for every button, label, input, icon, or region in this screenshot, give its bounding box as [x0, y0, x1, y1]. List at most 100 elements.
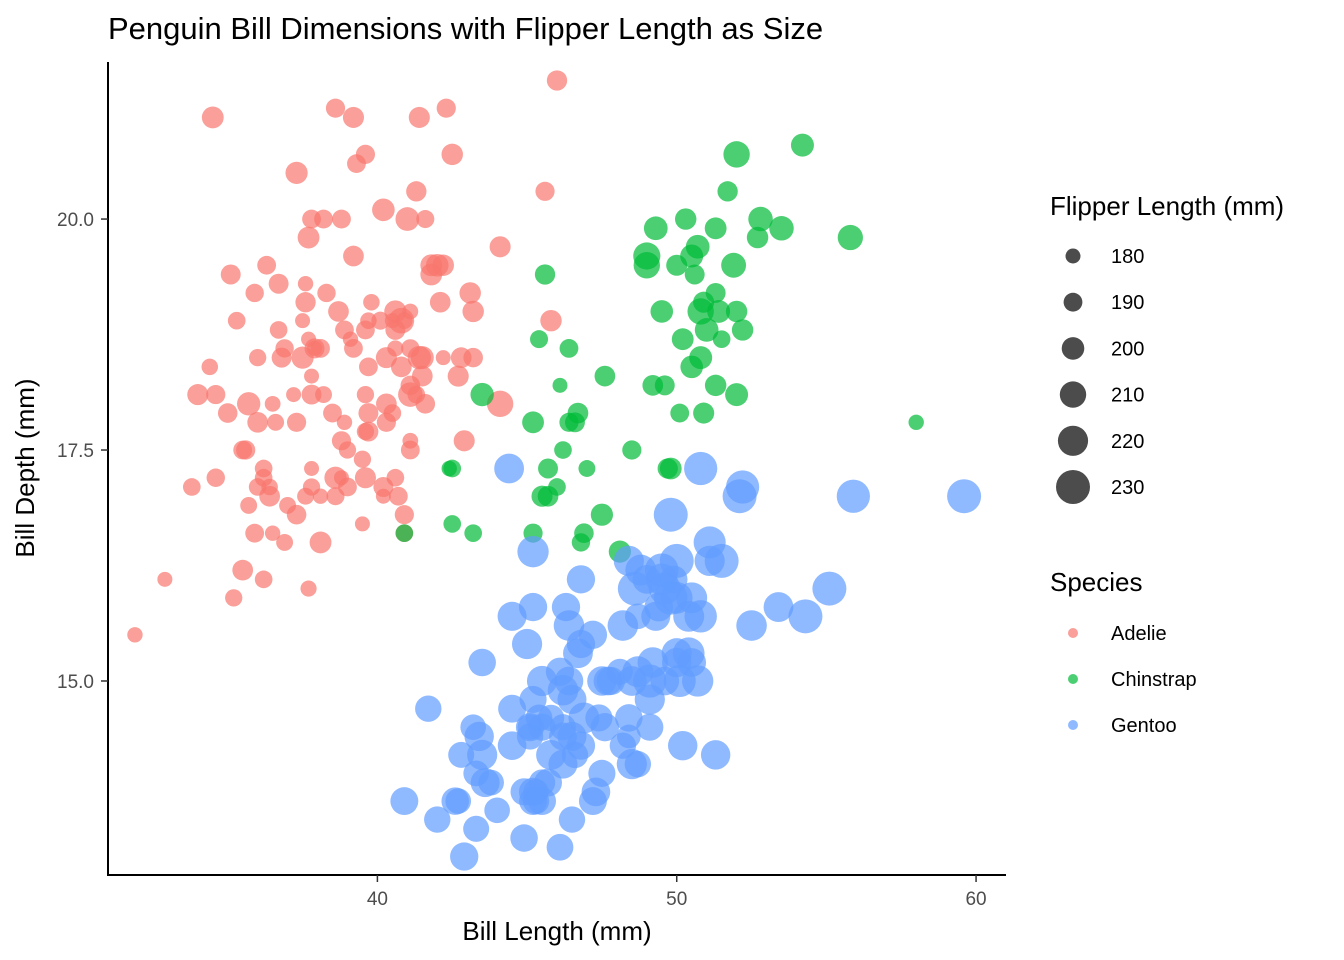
data-point-chinstrap	[746, 226, 769, 249]
axes	[107, 62, 1006, 876]
data-point-adelie	[325, 98, 346, 118]
data-point-gentoo	[653, 497, 688, 532]
data-point-gentoo	[463, 815, 490, 842]
data-point-adelie	[247, 411, 269, 433]
size-legend-items: 180 190 200 210 220 230	[1056, 246, 1144, 504]
data-point-adelie	[201, 358, 219, 376]
data-point-adelie	[245, 523, 265, 543]
y-axis-title: Bill Depth (mm)	[10, 378, 40, 557]
data-point-gentoo	[424, 806, 451, 833]
data-point-adelie	[359, 357, 378, 377]
data-point-adelie	[432, 254, 454, 276]
color-legend-label: Gentoo	[1111, 715, 1177, 737]
data-point-adelie	[394, 505, 414, 525]
data-point-adelie	[390, 356, 412, 378]
data-point-adelie	[459, 282, 481, 304]
data-point-adelie	[415, 394, 436, 414]
color-legend-key	[1068, 674, 1078, 684]
data-point-chinstrap	[725, 300, 748, 323]
data-point-adelie	[304, 461, 320, 476]
data-point-adelie	[312, 488, 329, 504]
color-legend-label: Adelie	[1111, 623, 1167, 645]
data-point-chinstrap	[567, 402, 589, 424]
data-point-adelie	[304, 368, 320, 384]
data-point-adelie	[342, 106, 364, 128]
data-point-adelie	[206, 385, 226, 405]
data-point-adelie	[355, 144, 376, 164]
data-point-chinstrap	[689, 346, 713, 370]
data-point-chinstrap	[538, 458, 558, 479]
data-point-adelie	[268, 273, 289, 294]
data-point-chinstrap	[790, 133, 814, 157]
data-point-adelie	[336, 414, 353, 430]
data-point-gentoo	[763, 592, 794, 622]
data-point-gentoo	[517, 535, 549, 568]
color-legend: Species Adelie Chinstrap Gentoo	[1050, 567, 1197, 737]
size-legend-label: 220	[1111, 431, 1144, 453]
y-tick-label: 17.5	[57, 441, 94, 462]
data-point-gentoo	[590, 713, 620, 742]
data-point-adelie	[187, 384, 209, 406]
data-point-chinstrap	[548, 478, 566, 496]
data-point-adelie	[297, 276, 314, 292]
data-point-chinstrap	[705, 282, 726, 303]
data-point-gentoo	[494, 453, 525, 484]
data-point-adelie	[429, 291, 451, 313]
data-point-adelie	[225, 589, 243, 607]
x-tick-label: 60	[965, 889, 986, 910]
data-point-chinstrap	[721, 252, 747, 278]
data-point-chinstrap	[590, 503, 614, 526]
data-point-gentoo	[450, 842, 479, 871]
size-legend-key	[1065, 248, 1081, 264]
data-point-gentoo	[484, 797, 510, 824]
data-point-adelie	[363, 293, 380, 311]
data-point-adelie	[295, 313, 311, 329]
x-axis-title: Bill Length (mm)	[462, 916, 651, 946]
data-point-adelie	[269, 321, 288, 339]
data-point-adelie	[206, 468, 225, 487]
size-legend-label: 180	[1111, 246, 1144, 268]
data-point-adelie	[315, 386, 332, 404]
y-axis-ticks: 15.0 17.5 20.0	[57, 210, 108, 693]
data-point-chinstrap	[650, 300, 674, 323]
data-point-adelie	[217, 403, 238, 423]
data-point-chinstrap	[443, 459, 462, 478]
data-point-adelie	[332, 209, 351, 229]
data-point-adelie	[540, 309, 562, 332]
data-point-chinstrap	[908, 414, 924, 430]
data-point-gentoo	[498, 694, 527, 723]
data-point-chinstrap	[674, 208, 697, 230]
data-point-adelie	[182, 478, 201, 496]
data-point-adelie	[402, 432, 419, 449]
data-point-chinstrap	[704, 217, 727, 240]
data-point-gentoo	[700, 740, 731, 770]
data-point-chinstrap	[685, 234, 710, 259]
data-point-adelie	[387, 340, 404, 357]
data-point-adelie	[314, 209, 333, 229]
data-point-gentoo	[636, 713, 664, 741]
data-point-adelie	[535, 181, 555, 201]
data-point-chinstrap	[470, 382, 494, 407]
data-point-gentoo	[812, 571, 847, 606]
data-point-adelie	[463, 347, 483, 368]
data-point-adelie	[311, 338, 330, 358]
data-point-adelie	[328, 301, 349, 322]
data-point-gentoo	[668, 730, 698, 761]
data-point-adelie	[411, 365, 433, 387]
data-point-adelie	[462, 300, 484, 323]
data-point-chinstrap	[731, 319, 754, 341]
data-point-chinstrap	[725, 383, 749, 407]
data-point-adelie	[383, 404, 402, 422]
data-point-chinstrap	[464, 524, 483, 543]
data-point-adelie	[441, 143, 463, 166]
data-point-chinstrap	[748, 206, 773, 232]
data-point-adelie	[127, 627, 143, 643]
data-point-gentoo	[615, 704, 643, 732]
data-point-adelie	[240, 497, 258, 514]
data-point-gentoo	[682, 665, 714, 697]
data-point-chinstrap	[670, 403, 690, 423]
data-point-adelie	[264, 525, 281, 541]
size-legend-title: Flipper Length (mm)	[1050, 191, 1284, 221]
size-legend-key	[1059, 381, 1087, 408]
size-legend-label: 230	[1111, 477, 1144, 499]
